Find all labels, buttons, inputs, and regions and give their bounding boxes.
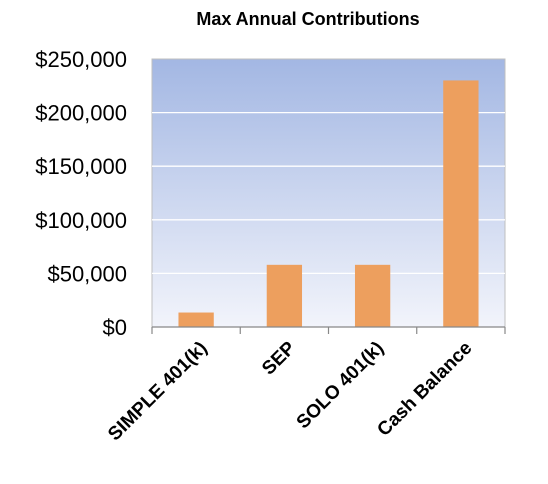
y-tick-label: $0 [103,315,127,340]
x-tick-label: SOLO 401(k) [293,338,388,433]
x-tick-label: Cash Balance [373,338,476,441]
bar [178,312,214,327]
chart-title: Max Annual Contributions [196,9,419,29]
bar [443,80,479,327]
y-tick-label: $100,000 [35,208,127,233]
x-tick-label: SEP [258,337,300,379]
y-tick-label: $50,000 [47,261,127,286]
y-tick-labels: $0 $50,000 $100,000 $150,000 $200,000 $250,00… [35,47,127,340]
bar [266,264,303,327]
x-tick-label: SIMPLE 401(k) [104,338,211,445]
bars [178,80,479,327]
y-tick-label: $200,000 [35,101,127,126]
y-tick-label: $150,000 [35,154,127,179]
axes [151,326,506,334]
bar [354,264,391,327]
y-tick-label: $250,000 [35,47,127,72]
